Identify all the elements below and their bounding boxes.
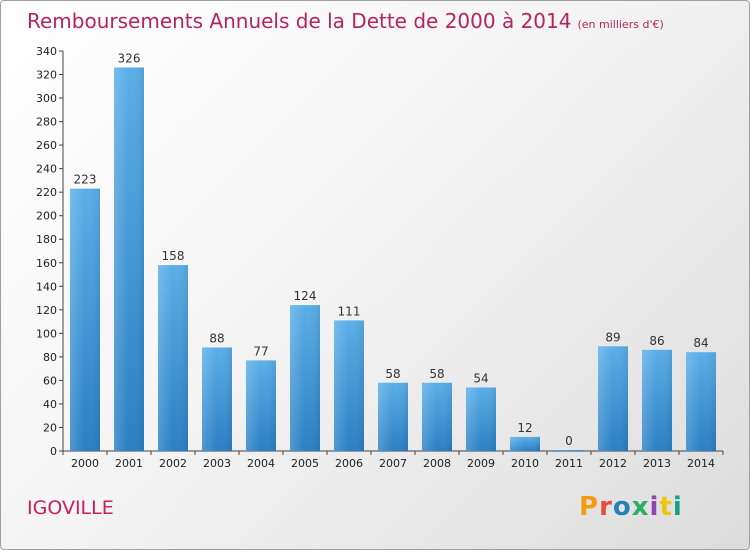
bar-shine: [158, 265, 188, 451]
bar-value-label: 86: [649, 334, 664, 348]
x-tick-label: 2008: [423, 457, 451, 470]
bar-shine: [378, 382, 408, 451]
bar-shine: [202, 347, 232, 451]
y-tick-label: 80: [43, 351, 57, 364]
bar-value-label: 12: [517, 421, 532, 435]
y-tick-label: 60: [43, 374, 57, 387]
y-tick-label: 340: [36, 45, 57, 58]
x-tick-label: 2005: [291, 457, 319, 470]
x-tick-label: 2014: [687, 457, 715, 470]
x-tick-label: 2012: [599, 457, 627, 470]
bar-shine: [114, 67, 144, 452]
x-tick-label: 2001: [115, 457, 143, 470]
bar-shine: [70, 188, 100, 451]
axes: 0204060801001201401601802002202402602803…: [36, 45, 724, 470]
y-tick-label: 200: [36, 210, 57, 223]
chart-title: Remboursements Annuels de la Dette de 20…: [27, 9, 664, 33]
bar-value-label: 58: [429, 367, 444, 381]
logo-letter: P: [579, 492, 600, 522]
y-tick-label: 120: [36, 304, 57, 317]
bar-value-label: 89: [605, 330, 620, 344]
bar-value-label: 84: [693, 336, 708, 350]
x-tick-label: 2009: [467, 457, 495, 470]
bar-value-label: 0: [565, 434, 573, 448]
y-tick-label: 300: [36, 92, 57, 105]
y-tick-label: 40: [43, 398, 57, 411]
y-tick-label: 160: [36, 257, 57, 270]
bar-shine: [290, 305, 320, 451]
y-tick-label: 140: [36, 280, 57, 293]
unit-label: (en milliers d'€): [577, 18, 664, 31]
logo-letter: i: [649, 492, 660, 522]
y-tick-label: 100: [36, 327, 57, 340]
bar-shine: [334, 320, 364, 451]
bar-shine: [466, 387, 496, 451]
y-tick-label: 260: [36, 139, 57, 152]
bar-value-label: 111: [338, 304, 361, 318]
bar-value-label: 223: [74, 173, 97, 187]
bar-shine: [686, 352, 716, 451]
logo-letter: o: [612, 492, 632, 522]
bar-value-label: 77: [253, 344, 268, 358]
x-tick-label: 2011: [555, 457, 583, 470]
y-tick-label: 180: [36, 233, 57, 246]
bar-shine: [510, 436, 540, 451]
bar-value-label: 58: [385, 367, 400, 381]
x-tick-label: 2004: [247, 457, 275, 470]
logo-letter: t: [659, 492, 673, 522]
y-tick-label: 220: [36, 186, 57, 199]
bar-value-label: 158: [162, 249, 185, 263]
y-tick-label: 0: [50, 445, 57, 458]
commune-name: IGOVILLE: [27, 497, 114, 519]
y-tick-label: 20: [43, 421, 57, 434]
bar-value-label: 54: [473, 371, 488, 385]
x-tick-label: 2003: [203, 457, 231, 470]
bar-value-label: 88: [209, 331, 224, 345]
x-tick-label: 2000: [71, 457, 99, 470]
bars: 223 326 158 88 77 124 111 58 58 54 12 0 89 86 84: [70, 51, 716, 452]
bar-shine: [598, 346, 628, 451]
bar-shine: [246, 360, 276, 451]
bar-shine: [554, 450, 584, 451]
bar-shine: [642, 349, 672, 451]
x-tick-label: 2006: [335, 457, 363, 470]
y-tick-label: 280: [36, 116, 57, 129]
x-tick-label: 2013: [643, 457, 671, 470]
bar-value-label: 326: [118, 51, 141, 65]
proxiti-logo: Proxiti: [579, 492, 683, 522]
bar-shine: [422, 382, 452, 451]
logo-letter: i: [672, 492, 683, 522]
chart-title-text: Remboursements Annuels de la Dette de 20…: [27, 9, 572, 33]
x-tick-label: 2002: [159, 457, 187, 470]
bar-value-label: 124: [294, 289, 317, 303]
x-tick-label: 2010: [511, 457, 539, 470]
y-tick-label: 240: [36, 163, 57, 176]
logo-letter: r: [599, 492, 613, 522]
y-tick-label: 320: [36, 69, 57, 82]
logo-letter: x: [631, 492, 650, 522]
x-tick-label: 2007: [379, 457, 407, 470]
